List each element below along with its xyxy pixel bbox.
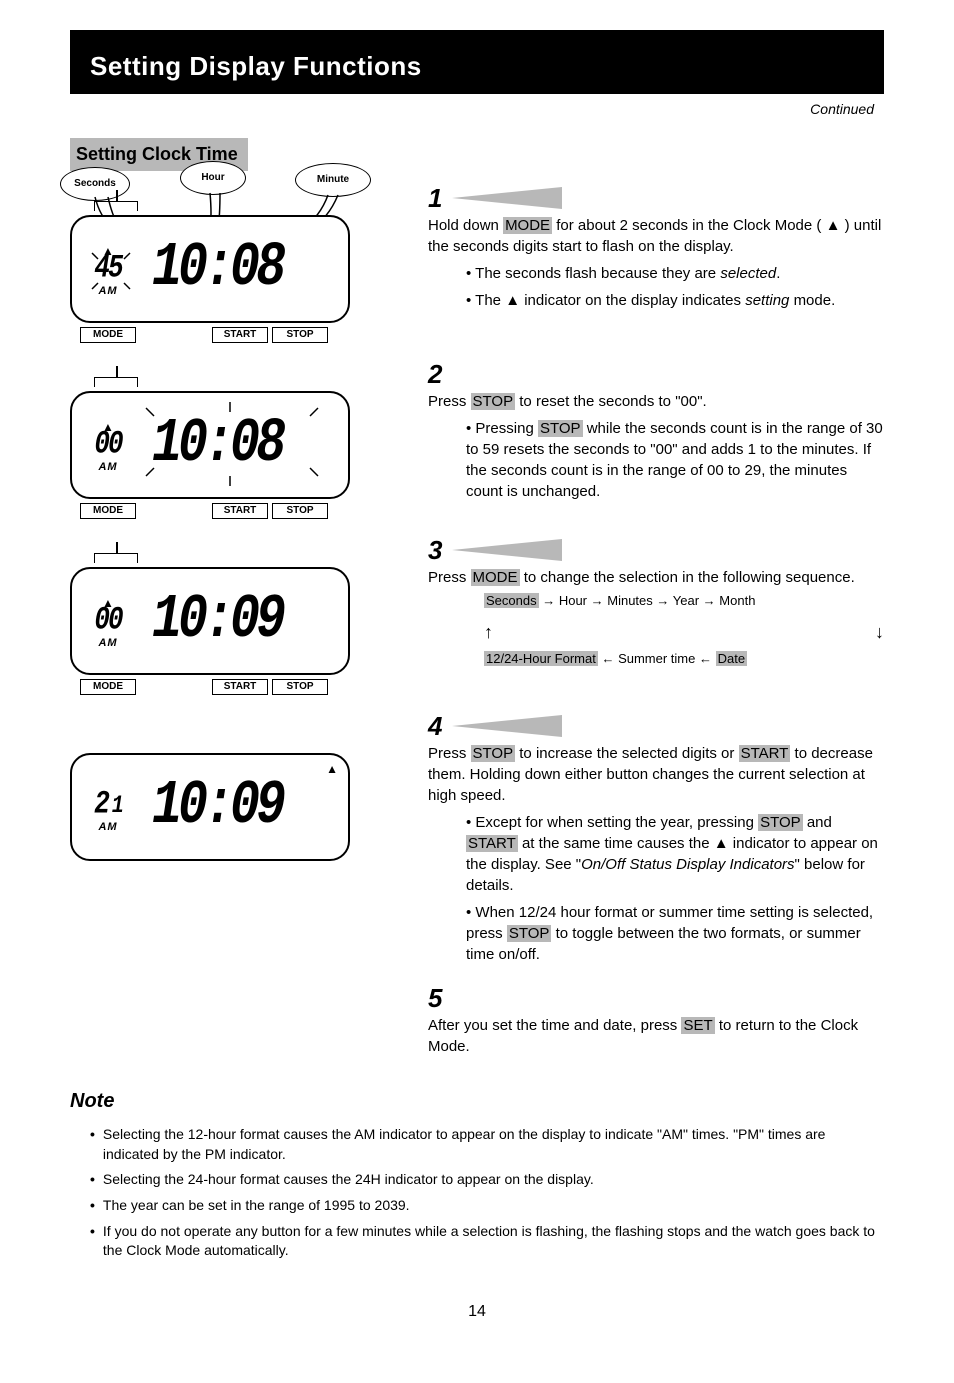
triangle-up-icon: ▲ [505, 293, 520, 308]
lcd1-seconds: 45 [94, 254, 121, 283]
lcd2-time: 10:08 [152, 401, 282, 489]
wedge-icon [452, 713, 562, 739]
step-num-3: 3 [428, 537, 442, 563]
text: The [475, 292, 501, 309]
mode-button[interactable]: MODE [80, 327, 136, 343]
step-num-2: 2 [428, 361, 442, 387]
text: Press [428, 569, 466, 586]
start-button[interactable]: START [212, 327, 268, 343]
lcd4-left-main: 2 [94, 790, 108, 819]
step-num-5: 5 [428, 985, 442, 1011]
lcd-display-1: ▲ 45 AM 10:08 [70, 215, 350, 323]
stop-button[interactable]: STOP [272, 679, 328, 695]
text: mode. [794, 292, 836, 309]
start-ref: START [739, 745, 791, 762]
callout-minute: Minute [295, 163, 371, 197]
start-button[interactable]: START [212, 679, 268, 695]
bracket-seconds [94, 553, 138, 563]
note-item: The year can be set in the range of 1995… [103, 1196, 410, 1216]
note-item: Selecting the 12-hour format causes the … [103, 1125, 884, 1164]
stop-ref: STOP [758, 814, 803, 831]
seq-item: Hour [559, 593, 587, 608]
step-num-4: 4 [428, 713, 442, 739]
wedge-icon [452, 185, 562, 211]
arrow-down-icon: ↓ [875, 620, 884, 645]
text: indicator on the display indicates [524, 292, 741, 309]
seq-item: 12/24-Hour Format [484, 651, 598, 666]
callout-seconds: Seconds [60, 167, 130, 201]
seq-item: Date [716, 651, 747, 666]
text: at the same time causes the [522, 835, 710, 852]
stop-button[interactable]: STOP [272, 503, 328, 519]
seq-item: Month [719, 593, 755, 608]
triangle-up-icon: ▲ [826, 218, 841, 233]
lcd4-time: 10:09 [152, 763, 282, 851]
set-ref: SET [681, 1017, 714, 1034]
lcd3-seconds: 00 [94, 606, 121, 635]
start-button[interactable]: START [212, 503, 268, 519]
text: Press [428, 393, 466, 410]
text-italic: setting [745, 292, 789, 309]
stop-ref: STOP [538, 420, 583, 437]
text: for about 2 seconds in the Clock Mode [556, 217, 812, 234]
text: After you set the time and date, press [428, 1017, 677, 1034]
text: and [807, 814, 832, 831]
seq-item: Seconds [484, 593, 539, 608]
stop-button[interactable]: STOP [272, 327, 328, 343]
mode-ref: MODE [471, 569, 520, 586]
text: Pressing [475, 420, 533, 437]
text: Press [428, 745, 466, 762]
text: to reset the seconds to "00". [519, 393, 706, 410]
lcd4-left-sub: 1 [112, 795, 122, 818]
text: to change the selection in the following… [524, 569, 855, 586]
step-num-1: 1 [428, 185, 442, 211]
text: Hold down [428, 217, 499, 234]
text: The seconds flash because they are [475, 265, 716, 282]
stop-ref: STOP [471, 745, 516, 762]
seq-item: Summer time [618, 651, 695, 666]
mode-button[interactable]: MODE [80, 503, 136, 519]
header-bar: Setting Display Functions [70, 30, 884, 94]
seq-item: Year [673, 593, 699, 608]
text-italic: selected [720, 265, 776, 282]
bracket-seconds [94, 201, 138, 211]
callout-hour: Hour [180, 161, 246, 195]
lcd-display-2: ▲ 00 AM 10:08 [70, 391, 350, 499]
note-item: Selecting the 24-hour format causes the … [103, 1170, 594, 1190]
page-title: Setting Display Functions [90, 48, 864, 84]
page-number: 14 [70, 1301, 884, 1323]
bracket-seconds [94, 377, 138, 387]
seq-item: Minutes [607, 593, 653, 608]
mode-ref: MODE [503, 217, 552, 234]
stop-ref: STOP [507, 925, 552, 942]
lcd-display-3: ▲ 00 AM 10:09 [70, 567, 350, 675]
arrow-up-icon: ↑ [484, 620, 493, 645]
note-item: If you do not operate any button for a f… [103, 1222, 884, 1261]
continued-label: Continued [70, 100, 884, 120]
mode-button[interactable]: MODE [80, 679, 136, 695]
lcd3-time: 10:09 [152, 577, 282, 665]
text: to increase the selected digits or [519, 745, 734, 762]
stop-ref: STOP [471, 393, 516, 410]
text-italic: On/Off Status Display Indicators [581, 856, 794, 873]
triangle-up-icon: ▲ [714, 836, 729, 851]
lcd2-seconds: 00 [94, 430, 121, 459]
notes-list: •Selecting the 12-hour format causes the… [90, 1125, 884, 1261]
text: Except for when setting the year, pressi… [475, 814, 754, 831]
text: . [776, 265, 780, 282]
triangle-up-icon: ▲ [326, 761, 338, 778]
wedge-icon [452, 537, 562, 563]
start-ref: START [466, 835, 518, 852]
note-heading: Note [70, 1087, 884, 1115]
lcd-display-4: ▲ 2 1 AM 10:09 [70, 753, 350, 861]
lcd1-time: 10:08 [152, 225, 282, 313]
